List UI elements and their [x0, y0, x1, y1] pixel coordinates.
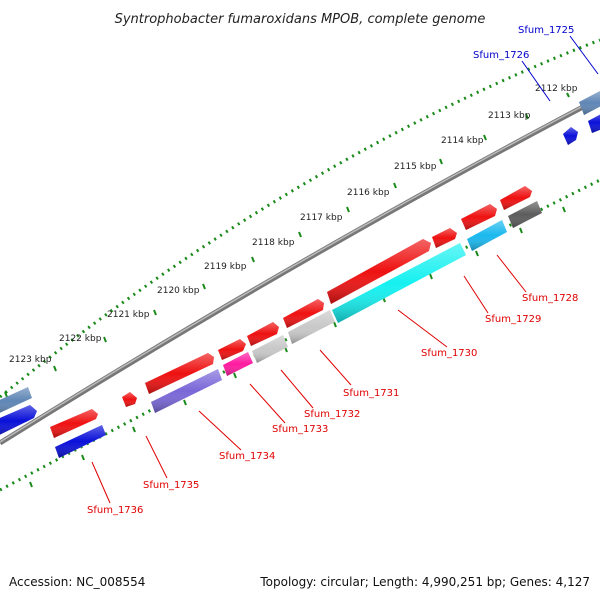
callout-line-sfum-1732 — [280, 369, 314, 409]
gene-label-sfum-1731[interactable]: Sfum_1731 — [343, 388, 399, 399]
callout-line-sfum-1728 — [496, 254, 527, 293]
tick-mark — [393, 182, 397, 189]
tick-mark — [525, 113, 529, 120]
genome-backbone — [0, 95, 600, 446]
tick-mark — [298, 231, 302, 238]
callout-line-sfum-1726 — [521, 60, 551, 102]
tick-label: 2116 kbp — [347, 188, 390, 198]
gene-label-sfum-1726[interactable]: Sfum_1726 — [473, 50, 529, 61]
tick-mark — [251, 256, 255, 263]
tick-label: 2120 kbp — [157, 286, 200, 296]
topology-summary-text: Topology: circular; Length: 4,990,251 bp… — [260, 575, 590, 589]
tick-label: 2114 kbp — [441, 136, 484, 146]
tick-label: 2112 kbp — [535, 84, 578, 94]
tick-label: 2113 kbp — [488, 111, 531, 121]
tick-mark — [566, 92, 570, 98]
tick-mark — [346, 206, 350, 213]
tick-mark — [439, 158, 443, 165]
callout-line-sfum-1730 — [397, 309, 448, 348]
callout-line-sfum-1729 — [463, 275, 489, 314]
tick-mark — [53, 365, 57, 372]
accession-text: Accession: NC_008554 — [9, 575, 146, 589]
tick-label: 2123 kbp — [9, 355, 52, 365]
tick-label: 2119 kbp — [204, 262, 247, 272]
tick-label: 2117 kbp — [300, 213, 343, 223]
tick-label: 2115 kbp — [394, 162, 437, 172]
callout-line-sfum-1725 — [569, 35, 599, 75]
scale-ticks: 2112 kbp 2113 kbp 2114 kbp 2115 kbp 2116… — [4, 84, 578, 488]
callout-line-sfum-1735 — [145, 435, 168, 479]
tick-mark — [202, 283, 206, 290]
callout-line-sfum-1733 — [249, 383, 286, 424]
callout-line-sfum-1736 — [91, 461, 111, 504]
gene-label-sfum-1725[interactable]: Sfum_1725 — [518, 25, 574, 36]
callout-line-sfum-1734 — [198, 410, 242, 451]
gene-label-sfum-1736[interactable]: Sfum_1736 — [87, 505, 143, 516]
map-title: Syntrophobacter fumaroxidans MPOB, compl… — [115, 12, 486, 27]
callout-lines — [91, 35, 599, 504]
tick-label: 2122 kbp — [59, 334, 102, 344]
gene-label-sfum-1733[interactable]: Sfum_1733 — [272, 424, 328, 435]
gene-label-sfum-1732[interactable]: Sfum_1732 — [304, 409, 360, 420]
tick-mark — [483, 134, 487, 141]
gene-labels: Sfum_1725 Sfum_1726 Sfum_1728 Sfum_1729 … — [87, 25, 578, 516]
tick-mark — [153, 309, 157, 316]
tick-label: 2121 kbp — [107, 310, 150, 320]
tick-label: 2118 kbp — [252, 238, 295, 248]
outer-strand-features — [0, 91, 600, 438]
gene-label-sfum-1729[interactable]: Sfum_1729 — [485, 314, 541, 325]
tick-mark — [4, 391, 8, 398]
tick-mark — [103, 336, 107, 343]
gene-label-sfum-1730[interactable]: Sfum_1730 — [421, 348, 477, 359]
inner-strand-features — [55, 201, 542, 458]
gene-label-sfum-1728[interactable]: Sfum_1728 — [522, 293, 578, 304]
outer-scale-ring — [0, 38, 600, 399]
gene-label-sfum-1734[interactable]: Sfum_1734 — [219, 451, 275, 462]
callout-line-sfum-1731 — [319, 349, 352, 386]
gene-label-sfum-1735[interactable]: Sfum_1735 — [143, 480, 199, 491]
